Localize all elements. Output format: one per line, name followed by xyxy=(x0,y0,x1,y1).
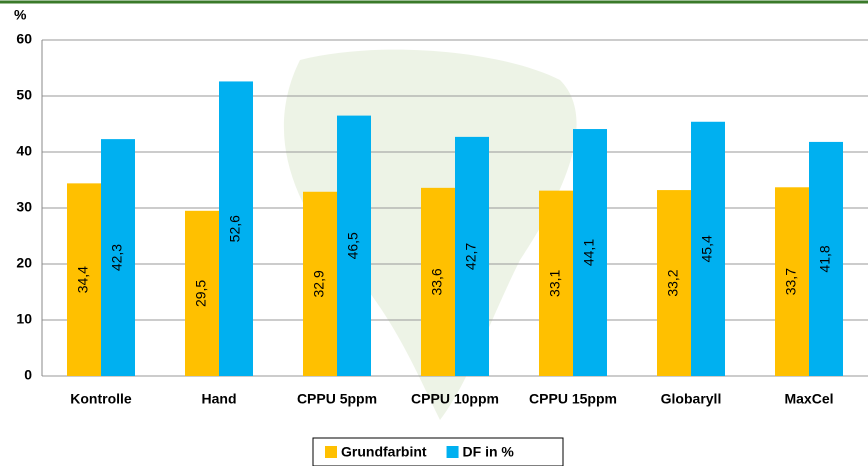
bar xyxy=(185,210,219,376)
bar xyxy=(539,190,573,376)
value-label: 42,3 xyxy=(109,244,125,271)
bar xyxy=(455,136,489,376)
x-tick-label: MaxCel xyxy=(784,391,833,407)
x-tick-label: CPPU 15ppm xyxy=(529,391,617,407)
bar xyxy=(775,187,809,376)
value-label: 33,2 xyxy=(665,269,681,296)
bar xyxy=(657,190,691,376)
y-tick-label: 10 xyxy=(16,311,32,327)
legend-label: DF in % xyxy=(463,444,515,460)
bar xyxy=(101,139,135,376)
value-label: 41,8 xyxy=(817,245,833,272)
bar xyxy=(809,141,843,376)
value-label: 33,7 xyxy=(783,268,799,295)
y-tick-label: 50 xyxy=(16,87,32,103)
value-label: 33,1 xyxy=(547,269,563,296)
legend-label: Grundfarbint xyxy=(341,444,427,460)
value-label: 42,7 xyxy=(463,243,479,270)
legend-swatch xyxy=(446,446,459,458)
bar xyxy=(337,115,371,376)
bar xyxy=(219,81,253,376)
x-tick-label: CPPU 10ppm xyxy=(411,391,499,407)
y-tick-label: 0 xyxy=(24,367,32,383)
value-label: 34,4 xyxy=(75,266,91,293)
x-tick-label: CPPU 5ppm xyxy=(297,391,377,407)
bar xyxy=(573,129,607,376)
x-tick-label: Globaryll xyxy=(661,391,722,407)
value-label: 45,4 xyxy=(699,235,715,262)
y-tick-label: 20 xyxy=(16,255,32,271)
y-tick-label: 60 xyxy=(16,31,32,47)
value-label: 52,6 xyxy=(227,215,243,242)
value-label: 44,1 xyxy=(581,239,597,266)
bar xyxy=(67,183,101,376)
bar xyxy=(421,187,455,376)
y-tick-label: 40 xyxy=(16,143,32,159)
value-label: 32,9 xyxy=(311,270,327,297)
y-axis-label: % xyxy=(14,7,27,23)
y-tick-label: 30 xyxy=(16,199,32,215)
legend-swatch xyxy=(325,446,337,458)
legend-box xyxy=(312,437,564,466)
value-label: 29,5 xyxy=(193,280,209,307)
x-tick-label: Kontrolle xyxy=(70,391,132,407)
bar xyxy=(303,191,337,376)
bar xyxy=(691,121,725,376)
value-label: 46,5 xyxy=(345,232,361,259)
x-tick-label: Hand xyxy=(202,391,237,407)
value-label: 33,6 xyxy=(429,268,445,295)
